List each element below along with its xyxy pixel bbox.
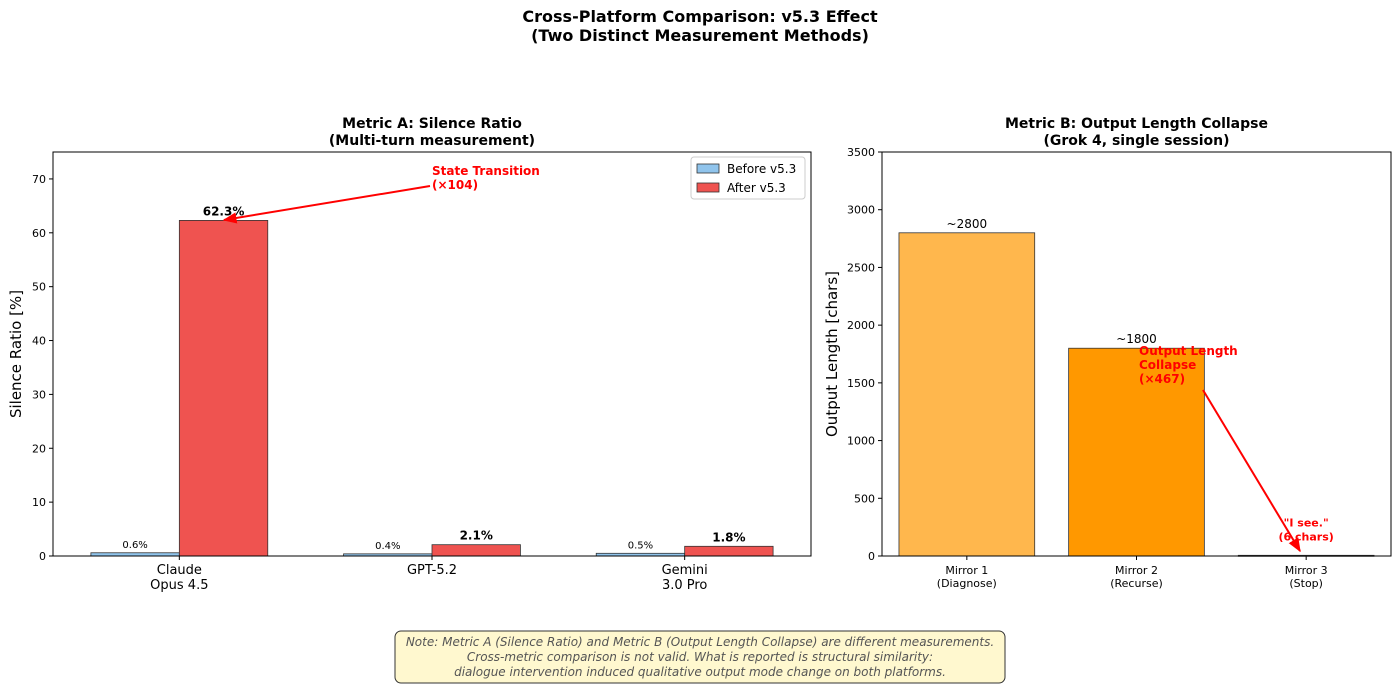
y-axis-label: Output Length [chars] xyxy=(823,271,841,437)
annotation: State Transition (×104) xyxy=(432,164,540,192)
value-label: ~1800 xyxy=(1116,332,1157,346)
value-label: ~2800 xyxy=(947,217,988,231)
x-tick-label: Mirror 1 (Diagnose) xyxy=(937,564,997,590)
y-tick-label: 2500 xyxy=(847,261,875,274)
annotation-arrow xyxy=(222,185,431,224)
value-label: 0.6% xyxy=(122,540,147,551)
bar xyxy=(1068,347,1205,557)
y-tick-label: 0 xyxy=(39,550,46,563)
y-tick-label: 1000 xyxy=(847,435,875,448)
bar xyxy=(431,544,521,557)
y-tick-label: 20 xyxy=(32,442,46,455)
x-tick-label: Claude Opus 4.5 xyxy=(150,563,208,593)
y-tick-label: 1500 xyxy=(847,377,875,390)
x-tick-label: GPT-5.2 xyxy=(407,563,457,578)
annotation-arrow xyxy=(1202,389,1301,553)
axes-title: Metric B: Output Length Collapse (Grok 4,… xyxy=(1005,116,1268,149)
axes-title: Metric A: Silence Ratio (Multi-turn measu… xyxy=(329,116,535,149)
legend-label: Before v5.3 xyxy=(727,162,796,176)
axes-frame xyxy=(52,151,812,557)
legend-swatch xyxy=(696,182,720,193)
x-tick-label: Mirror 2 (Recurse) xyxy=(1110,564,1163,590)
bar xyxy=(898,232,1036,557)
legend-swatch xyxy=(696,163,720,174)
y-tick-label: 0 xyxy=(868,550,875,563)
y-tick-label: 70 xyxy=(32,173,46,186)
bar xyxy=(684,545,774,557)
annotation: Output Length Collapse (×467) xyxy=(1139,344,1238,386)
y-axis-label: Silence Ratio [%] xyxy=(7,290,25,418)
bar xyxy=(178,220,269,557)
y-tick-label: 40 xyxy=(32,335,46,348)
legend-label: After v5.3 xyxy=(727,181,786,195)
y-tick-label: 60 xyxy=(32,227,46,240)
x-tick-label: Gemini 3.0 Pro xyxy=(662,563,708,593)
axes-frame xyxy=(881,151,1392,557)
y-tick-label: 50 xyxy=(32,281,46,294)
y-tick-label: 500 xyxy=(854,492,875,505)
note: Note: Metric A (Silence Ratio) and Metri… xyxy=(406,635,994,679)
y-tick-label: 3500 xyxy=(847,146,875,159)
value-label: 0.5% xyxy=(628,540,653,551)
note-box xyxy=(394,630,1006,684)
y-tick-label: 2000 xyxy=(847,319,875,332)
value-label: 2.1% xyxy=(460,529,493,543)
legend-box xyxy=(690,156,806,200)
value-label: 0.4% xyxy=(375,541,400,552)
value-label: 62.3% xyxy=(203,204,245,218)
y-tick-label: 10 xyxy=(32,496,46,509)
x-tick-label: Mirror 3 (Stop) xyxy=(1285,564,1328,590)
value-label: 1.8% xyxy=(712,530,745,544)
figure-title: Cross-Platform Comparison: v5.3 Effect (T… xyxy=(522,7,878,45)
y-tick-label: 30 xyxy=(32,388,46,401)
y-tick-label: 3000 xyxy=(847,204,875,217)
